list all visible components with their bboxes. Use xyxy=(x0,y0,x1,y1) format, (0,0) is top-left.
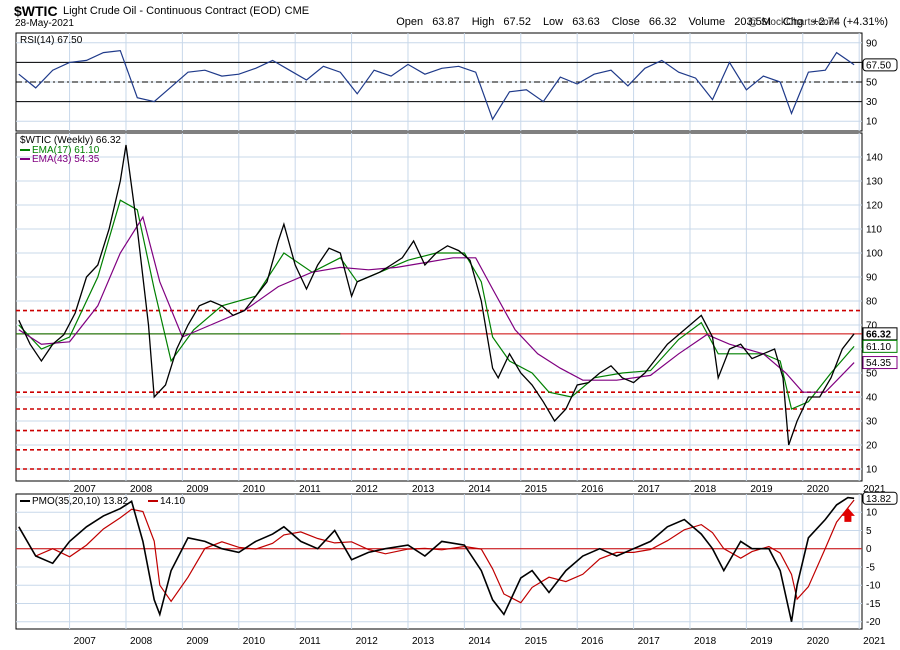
ema43-legend: EMA(43) 54.35 xyxy=(32,154,100,165)
y-tick-label: 90 xyxy=(866,38,878,49)
x-tick-label-mid: 2013 xyxy=(412,484,435,495)
x-tick-label-mid: 2012 xyxy=(356,484,379,495)
pmo-last-value: 13.82 xyxy=(866,494,891,505)
x-tick-label-mid: 2020 xyxy=(807,484,830,495)
instrument-title: Light Crude Oil - Continuous Contract (E… xyxy=(63,5,281,17)
y-tick-label: 10 xyxy=(866,117,878,128)
high-label: High xyxy=(471,16,495,28)
y-tick-label: 80 xyxy=(866,297,878,308)
y-tick-label: 30 xyxy=(866,417,878,428)
pmo-legend: PMO(35,20,10) 13.82 xyxy=(32,496,129,507)
y-tick-label: -10 xyxy=(866,581,881,592)
ema43-last-box xyxy=(862,356,898,370)
volume-label: Volume xyxy=(688,16,726,28)
x-tick-label: 2014 xyxy=(468,636,491,647)
x-tick-label: 2011 xyxy=(299,636,321,647)
y-tick-label: 120 xyxy=(866,201,883,212)
y-tick-label: 10 xyxy=(866,465,878,476)
x-tick-label-mid: 2021 xyxy=(863,484,886,495)
y-tick-label: -20 xyxy=(866,617,881,628)
x-tick-label: 2012 xyxy=(356,636,379,647)
pmo-line xyxy=(18,496,855,622)
y-tick-label: 50 xyxy=(866,78,878,89)
rsi-line xyxy=(18,49,855,121)
y-tick-label: -5 xyxy=(866,562,875,573)
ema43-line xyxy=(18,215,855,393)
y-tick-label: 130 xyxy=(866,177,883,188)
y-tick-label: 10 xyxy=(866,508,878,519)
x-tick-label: 2016 xyxy=(581,636,604,647)
x-tick-label-mid: 2007 xyxy=(74,484,97,495)
y-tick-label: 30 xyxy=(866,97,878,108)
x-tick-label-mid: 2011 xyxy=(299,484,321,495)
ema17-legend: EMA(17) 61.10 xyxy=(32,145,100,156)
x-tick-label-mid: 2014 xyxy=(468,484,491,495)
chart-date: 28-May-2021 xyxy=(15,18,74,29)
y-tick-label: 90 xyxy=(866,273,878,284)
x-tick-label: 2021 xyxy=(863,636,886,647)
price-last-box xyxy=(862,327,898,341)
y-tick-label: 40 xyxy=(866,393,878,404)
low-label: Low xyxy=(542,16,564,28)
y-tick-label: 50 xyxy=(866,369,878,380)
close-label: Close xyxy=(611,16,640,28)
ema17-line xyxy=(18,199,855,410)
quote-summary: Open 63.87 High 67.52 Low 63.63 Close 66.32… xyxy=(384,16,888,28)
pmo-last-box xyxy=(862,491,898,505)
x-tick-label-mid: 2017 xyxy=(638,484,661,495)
x-tick-label: 2013 xyxy=(412,636,435,647)
y-tick-label: 5 xyxy=(866,526,872,537)
panel-frame xyxy=(15,132,863,482)
pmo-signal-legend: 14.10 xyxy=(160,496,185,507)
buy-signal-arrow-icon xyxy=(840,507,855,522)
y-tick-label: -15 xyxy=(866,599,881,610)
x-tick-label-mid: 2016 xyxy=(581,484,604,495)
x-tick-label-mid: 2018 xyxy=(694,484,717,495)
chart-subtitle: Light Crude Oil - Continuous Contract (E… xyxy=(63,5,309,17)
ema17-last-value: 61.10 xyxy=(866,342,891,353)
rsi-last-value: 67.50 xyxy=(866,60,891,71)
x-tick-label: 2008 xyxy=(130,636,153,647)
chg-value: +2.74 (+4.31%) xyxy=(812,16,888,28)
volume-value: 203.5M xyxy=(734,16,771,28)
rsi-last-value-box xyxy=(862,58,898,72)
x-tick-label: 2009 xyxy=(186,636,209,647)
y-tick-label: 110 xyxy=(866,225,882,236)
rsi-legend: RSI(14) 67.50 xyxy=(20,35,83,46)
x-tick-label-mid: 2009 xyxy=(186,484,209,495)
chart-header: $WTIC Light Crude Oil - Continuous Contr… xyxy=(0,0,900,32)
open-label: Open xyxy=(396,16,424,28)
x-tick-label: 2018 xyxy=(694,636,717,647)
y-tick-label: 20 xyxy=(866,441,878,452)
close-value: 66.32 xyxy=(648,16,677,28)
chg-label: Chg xyxy=(782,16,804,28)
ema17-last-box xyxy=(862,339,898,353)
x-tick-label: 2015 xyxy=(525,636,548,647)
price-legend: $WTIC (Weekly) 66.32 xyxy=(20,135,121,146)
symbol: $WTIC xyxy=(14,3,58,19)
y-tick-label: 140 xyxy=(866,153,883,164)
price-line xyxy=(18,144,855,446)
x-tick-label-mid: 2008 xyxy=(130,484,153,495)
low-value: 63.63 xyxy=(572,16,600,28)
x-tick-label: 2020 xyxy=(807,636,830,647)
price-last-value: 66.32 xyxy=(866,329,891,340)
x-tick-label-mid: 2019 xyxy=(750,484,773,495)
exchange: CME xyxy=(284,5,310,17)
open-value: 63.87 xyxy=(432,16,460,28)
x-tick-label: 2010 xyxy=(243,636,266,647)
x-tick-label-mid: 2010 xyxy=(243,484,266,495)
x-tick-label: 2017 xyxy=(638,636,661,647)
x-tick-label: 2007 xyxy=(74,636,97,647)
y-tick-label: 70 xyxy=(866,321,878,332)
y-tick-label: 100 xyxy=(866,249,883,260)
x-tick-label-mid: 2015 xyxy=(525,484,548,495)
y-tick-label: 0 xyxy=(866,544,872,555)
panel-frame xyxy=(15,493,863,630)
ema43-last-value: 54.35 xyxy=(866,358,891,369)
high-value: 67.52 xyxy=(503,16,531,28)
brand-watermark: @ StockCharts.com xyxy=(748,17,838,28)
x-tick-label: 2019 xyxy=(750,636,773,647)
